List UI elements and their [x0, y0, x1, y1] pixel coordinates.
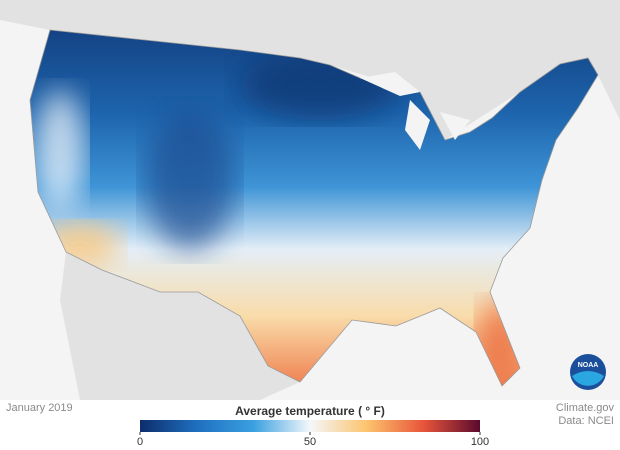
logo-text: NOAA: [578, 362, 599, 369]
colorbar-tick-label: 0: [137, 436, 143, 448]
west-coast-mild: [35, 90, 85, 210]
noaa-logo-wave: [572, 371, 604, 386]
source-label: Climate.gov: [556, 402, 615, 414]
mexico: [60, 252, 300, 400]
colorbar-tick-label: 100: [471, 436, 489, 448]
legend: 0 50 100: [137, 420, 489, 448]
colorbar-tick-label: 50: [304, 436, 316, 448]
colorbar: [140, 420, 480, 432]
canada: [0, 0, 620, 140]
date-label: January 2019: [6, 402, 73, 414]
great-lakes: [360, 72, 470, 150]
rockies-cold: [145, 110, 235, 250]
data-credit: Data: NCEI: [558, 415, 614, 427]
legend-title: Average temperature ( ° F): [235, 404, 385, 418]
